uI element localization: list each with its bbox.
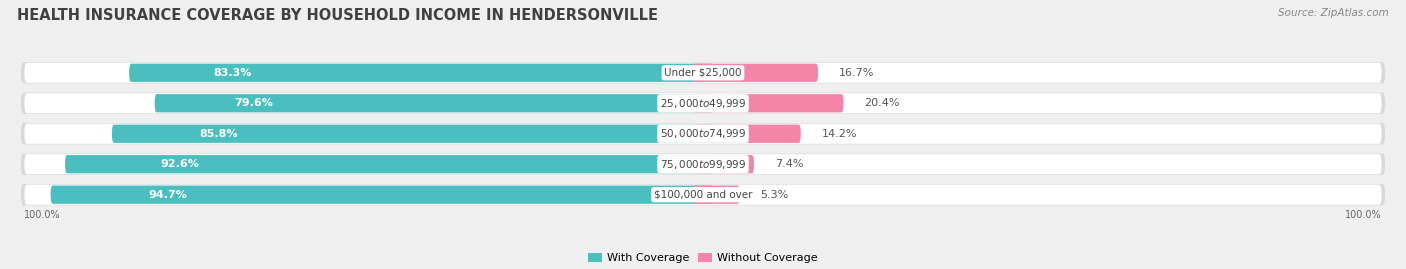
Text: 94.7%: 94.7% (149, 190, 187, 200)
FancyBboxPatch shape (65, 155, 713, 173)
FancyBboxPatch shape (24, 124, 1382, 144)
Text: 92.6%: 92.6% (160, 159, 200, 169)
FancyBboxPatch shape (693, 186, 740, 204)
FancyBboxPatch shape (21, 62, 1385, 83)
Text: 16.7%: 16.7% (839, 68, 875, 78)
FancyBboxPatch shape (51, 186, 713, 204)
FancyBboxPatch shape (693, 64, 818, 82)
Text: Source: ZipAtlas.com: Source: ZipAtlas.com (1278, 8, 1389, 18)
FancyBboxPatch shape (24, 63, 1382, 83)
Text: 7.4%: 7.4% (775, 159, 803, 169)
FancyBboxPatch shape (693, 155, 754, 173)
FancyBboxPatch shape (112, 125, 713, 143)
Legend: With Coverage, Without Coverage: With Coverage, Without Coverage (588, 253, 818, 263)
Text: 100.0%: 100.0% (1346, 210, 1382, 220)
FancyBboxPatch shape (21, 184, 1385, 205)
Text: $25,000 to $49,999: $25,000 to $49,999 (659, 97, 747, 110)
FancyBboxPatch shape (129, 64, 713, 82)
Text: 14.2%: 14.2% (821, 129, 858, 139)
FancyBboxPatch shape (24, 185, 1382, 205)
Text: $50,000 to $74,999: $50,000 to $74,999 (659, 127, 747, 140)
Text: HEALTH INSURANCE COVERAGE BY HOUSEHOLD INCOME IN HENDERSONVILLE: HEALTH INSURANCE COVERAGE BY HOUSEHOLD I… (17, 8, 658, 23)
FancyBboxPatch shape (155, 94, 713, 112)
FancyBboxPatch shape (693, 94, 844, 112)
Text: $100,000 and over: $100,000 and over (654, 190, 752, 200)
Text: 100.0%: 100.0% (24, 210, 60, 220)
FancyBboxPatch shape (24, 154, 1382, 174)
Text: Under $25,000: Under $25,000 (664, 68, 742, 78)
Text: 79.6%: 79.6% (233, 98, 273, 108)
FancyBboxPatch shape (24, 93, 1382, 113)
Text: 5.3%: 5.3% (761, 190, 789, 200)
FancyBboxPatch shape (21, 93, 1385, 114)
Text: 20.4%: 20.4% (865, 98, 900, 108)
Text: 83.3%: 83.3% (214, 68, 252, 78)
Text: 85.8%: 85.8% (200, 129, 238, 139)
FancyBboxPatch shape (21, 154, 1385, 175)
FancyBboxPatch shape (21, 123, 1385, 144)
FancyBboxPatch shape (693, 125, 801, 143)
Text: $75,000 to $99,999: $75,000 to $99,999 (659, 158, 747, 171)
